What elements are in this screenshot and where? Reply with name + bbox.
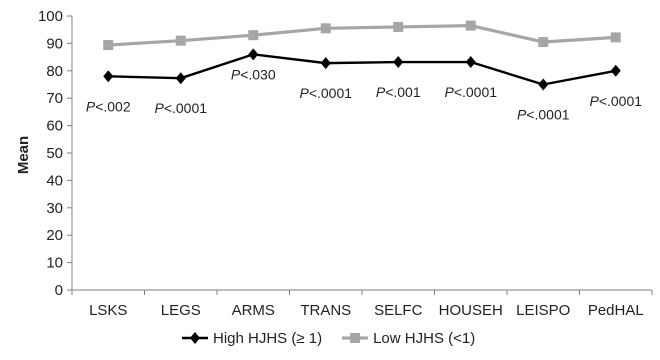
data-point <box>610 64 621 77</box>
data-point <box>320 23 331 34</box>
y-tick-label: 60 <box>46 118 63 135</box>
y-tick-label: 20 <box>46 227 63 244</box>
y-axis-label: Mean <box>15 136 32 174</box>
x-tick-label: SELFC <box>374 302 423 319</box>
data-point <box>393 21 404 32</box>
p-value: <.0001 <box>309 85 352 101</box>
p-symbol: P <box>299 85 309 101</box>
p-value: <.0001 <box>599 93 642 109</box>
p-value: <.0001 <box>454 84 497 100</box>
x-tick-label: TRANS <box>300 302 351 319</box>
legend-marker <box>190 332 200 344</box>
x-tick-label: PedHAL <box>588 302 644 319</box>
p-value-annotation: P<.0001 <box>299 85 352 101</box>
x-tick-label: LSKS <box>89 302 127 319</box>
p-value-annotation: P<.0001 <box>444 84 497 100</box>
series-line <box>108 23 616 47</box>
p-value: <.0001 <box>526 107 569 123</box>
data-point <box>393 56 404 69</box>
p-value-annotation: P<.030 <box>231 66 276 82</box>
y-tick-label: 70 <box>46 90 63 107</box>
p-symbol: P <box>86 98 96 114</box>
data-point <box>610 32 621 43</box>
x-tick-label: ARMS <box>232 302 275 319</box>
p-symbol: P <box>154 100 164 116</box>
legend-marker <box>350 333 361 343</box>
legend-label: Low HJHS (<1) <box>373 330 475 347</box>
data-point <box>175 72 186 85</box>
y-tick-label: 100 <box>38 8 63 25</box>
data-point <box>248 30 259 41</box>
p-symbol: P <box>231 66 241 82</box>
y-tick-label: 10 <box>46 255 63 272</box>
data-point <box>465 20 476 31</box>
legend-item: High HJHS (≥ 1) <box>182 330 322 347</box>
series-line <box>108 53 616 86</box>
p-symbol: P <box>589 93 599 109</box>
y-tick-label: 30 <box>46 200 63 217</box>
x-tick-label: HOUSEH <box>439 302 503 319</box>
data-point <box>538 78 549 91</box>
p-value: <.030 <box>240 66 276 82</box>
p-value-annotation: P<.0001 <box>154 100 207 116</box>
legend-item: Low HJHS (<1) <box>342 330 475 347</box>
p-value: <.0001 <box>164 100 207 116</box>
y-tick-label: 90 <box>46 35 63 52</box>
p-value-annotation: P<.001 <box>376 84 421 100</box>
series <box>103 20 621 51</box>
x-tick-label: LEISPO <box>516 302 570 319</box>
p-value: <.002 <box>95 98 131 114</box>
x-tick-labels: LSKS LEGS ARMS TRANS SELFC HOUSEH LEISPO PedHAL <box>89 302 644 319</box>
p-value-annotation: P<.002 <box>86 98 131 114</box>
y-tick-label: 0 <box>55 282 63 299</box>
p-value-annotation: P<.0001 <box>589 93 642 109</box>
p-symbol: P <box>517 107 527 123</box>
data-point <box>538 37 549 48</box>
data-point <box>103 40 114 51</box>
p-value: <.001 <box>385 84 421 100</box>
data-point <box>465 56 476 69</box>
p-symbol: P <box>376 84 386 100</box>
y-tick-labels: 0 10 20 30 40 50 60 70 80 90 100 <box>38 8 63 299</box>
legend-label: High HJHS (≥ 1) <box>213 330 322 347</box>
data-point <box>320 57 331 70</box>
legend: High HJHS (≥ 1) Low HJHS (<1) <box>182 330 475 347</box>
series <box>103 48 621 91</box>
p-symbol: P <box>444 84 454 100</box>
x-tick-label: LEGS <box>161 302 201 319</box>
data-point <box>103 70 114 83</box>
y-tick-label: 80 <box>46 63 63 80</box>
data-point <box>175 35 186 46</box>
y-tick-label: 40 <box>46 172 63 189</box>
series-group <box>103 20 621 91</box>
y-tick-label: 50 <box>46 145 63 162</box>
axes <box>67 15 653 295</box>
data-point <box>248 48 259 61</box>
p-value-annotation: P<.0001 <box>517 107 570 123</box>
